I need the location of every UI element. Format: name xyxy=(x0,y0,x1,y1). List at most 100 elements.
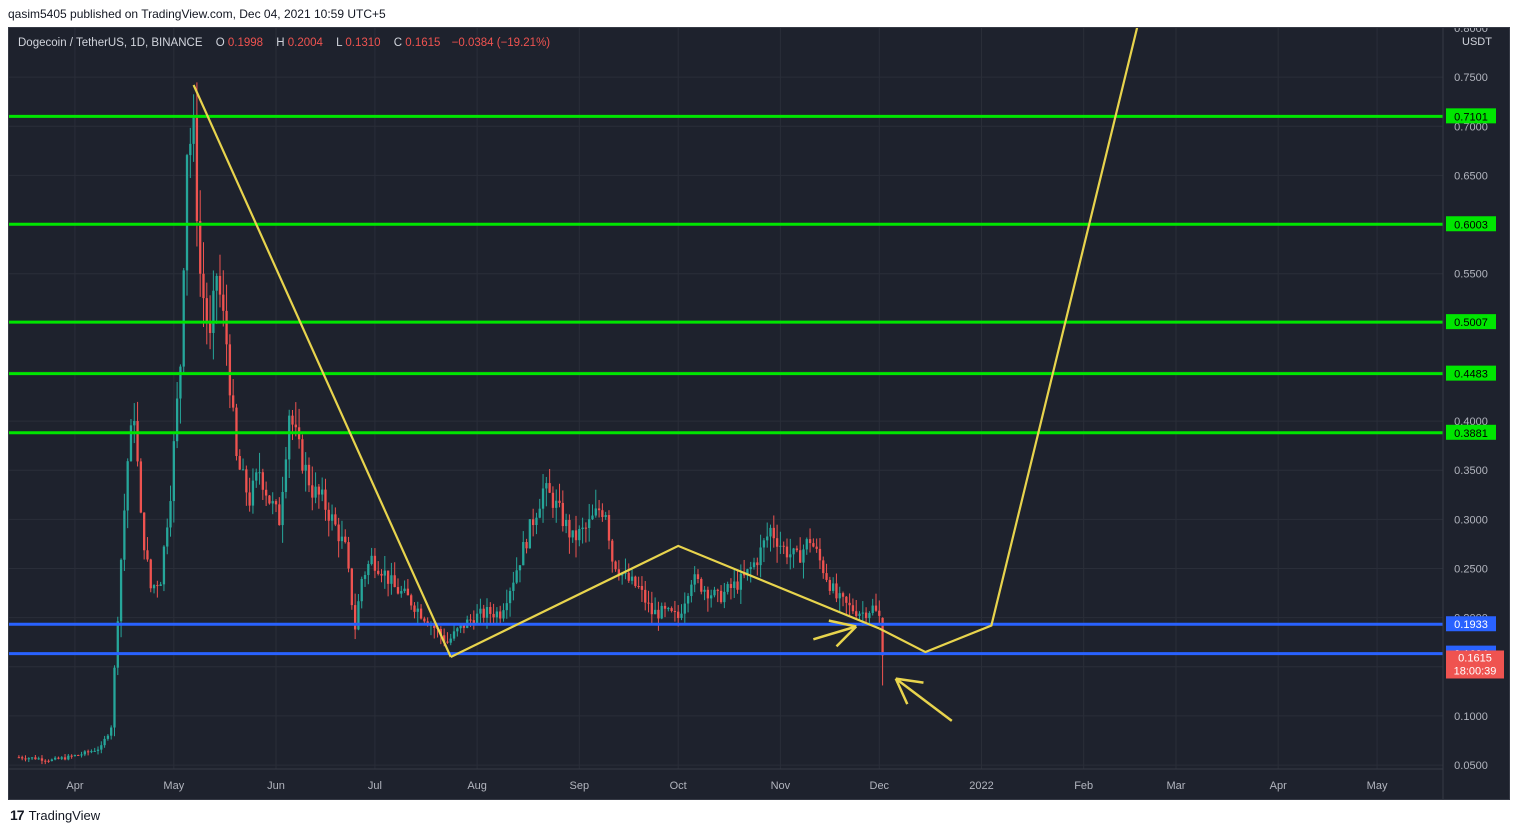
candle-body xyxy=(845,596,848,603)
candle-body xyxy=(700,578,703,592)
candle-body xyxy=(139,461,143,513)
candle-body xyxy=(321,489,324,495)
candle-body xyxy=(574,530,578,541)
level-badge xyxy=(1446,616,1496,632)
candle-body xyxy=(568,519,571,538)
candle-body xyxy=(110,727,113,736)
candle-body xyxy=(630,576,634,581)
price-chart[interactable]: 0.05000.10000.15000.20000.25000.30000.35… xyxy=(9,28,1509,799)
candle-body xyxy=(710,595,713,599)
candle-body xyxy=(67,755,70,760)
price-badges: 0.7101 0.6003 0.5007 0.4483 0.3881 0.1933 0.16… xyxy=(1446,108,1504,679)
candle-body xyxy=(439,628,443,636)
candle-body xyxy=(693,574,696,585)
arrow-head xyxy=(895,677,924,684)
candle-body xyxy=(670,608,673,612)
arrow-shaft xyxy=(895,677,953,722)
price-tick-label: 0.0500 xyxy=(1454,760,1488,772)
candle-body xyxy=(805,539,808,550)
candle-body xyxy=(288,415,291,460)
arrow-head xyxy=(894,678,909,705)
candle-body xyxy=(133,421,136,426)
candle-body xyxy=(624,572,627,574)
candle-body xyxy=(528,519,532,549)
candle-body xyxy=(584,527,588,529)
price-tick-label: 0.2500 xyxy=(1454,564,1488,576)
candle-body xyxy=(44,760,47,762)
candle-body xyxy=(762,540,766,548)
candle-body xyxy=(232,395,235,408)
candle-body xyxy=(353,605,357,630)
candle-body xyxy=(640,586,644,590)
candle-body xyxy=(241,469,245,471)
candle-body xyxy=(604,515,607,518)
footer-branding[interactable]: 17 TradingView xyxy=(10,807,100,823)
candle-body xyxy=(808,539,812,544)
trend-drawings xyxy=(192,28,1139,722)
candle-body xyxy=(327,509,330,521)
candle-body xyxy=(673,611,677,613)
candle-body xyxy=(291,415,294,425)
chart-panel[interactable]: 0.05000.10000.15000.20000.25000.30000.35… xyxy=(8,27,1510,800)
candle-body xyxy=(370,555,373,565)
candle-body xyxy=(838,593,841,599)
candle-body xyxy=(403,588,406,592)
candle-body xyxy=(868,613,871,619)
candle-body xyxy=(60,757,63,759)
close-label: C xyxy=(394,37,402,49)
candle-body xyxy=(746,569,749,576)
candle-body xyxy=(159,584,162,587)
time-tick-label: May xyxy=(163,780,184,792)
candle-body xyxy=(713,589,716,596)
tradingview-logo-icon: 17 xyxy=(10,807,25,823)
candle-body xyxy=(393,575,396,588)
candle-body xyxy=(80,754,83,756)
candle-body xyxy=(799,550,802,563)
symbol-legend: Dogecoin / TetherUS, 1D, BINANCE O 0.199… xyxy=(18,37,550,49)
tradingview-brand: TradingView xyxy=(28,807,101,823)
candle-body xyxy=(469,619,472,621)
candle-body xyxy=(637,585,640,587)
candle-body xyxy=(169,501,172,528)
candle-body xyxy=(215,275,218,291)
time-tick-label: 2022 xyxy=(969,780,993,792)
candle-body xyxy=(779,545,782,547)
time-tick-label: Nov xyxy=(771,780,791,792)
trend-line xyxy=(878,28,1139,654)
candle-body xyxy=(835,583,838,599)
level-badge xyxy=(1446,314,1496,330)
candle-body xyxy=(400,591,403,594)
candle-body xyxy=(660,605,663,619)
close-value: 0.1615 xyxy=(405,37,440,49)
candle-body xyxy=(848,602,851,606)
candle-body xyxy=(301,439,304,471)
candle-body xyxy=(442,635,446,642)
candle-body xyxy=(228,344,232,396)
last-price-label: 0.1615 xyxy=(1458,652,1492,664)
time-axis[interactable]: Apr May Jun Jul Aug Sep Oct Nov Dec 2022 Feb Mar Apr… xyxy=(66,780,1388,792)
candle-body xyxy=(383,570,386,576)
candle-body xyxy=(192,116,195,144)
candle-body xyxy=(208,322,212,333)
candle-body xyxy=(334,514,337,525)
candle-body xyxy=(452,631,456,639)
candle-body xyxy=(601,510,604,518)
candle-body xyxy=(47,760,50,762)
candle-body xyxy=(525,542,528,549)
candle-body xyxy=(795,548,799,551)
candle-body xyxy=(106,735,110,739)
candle-body xyxy=(874,605,878,611)
candle-body xyxy=(30,757,34,759)
last-price-badge xyxy=(1446,650,1504,679)
candle-body xyxy=(311,485,314,498)
time-tick-label: Sep xyxy=(570,780,590,792)
candle-body xyxy=(185,155,189,271)
candle-body xyxy=(766,536,769,541)
candle-body xyxy=(492,613,495,618)
candle-body xyxy=(650,602,653,615)
level-badge xyxy=(1446,424,1496,440)
candle-body xyxy=(578,529,581,541)
time-tick-label: Dec xyxy=(870,780,890,792)
countdown-label: 18:00:39 xyxy=(1454,665,1497,677)
time-tick-label: Aug xyxy=(467,780,487,792)
